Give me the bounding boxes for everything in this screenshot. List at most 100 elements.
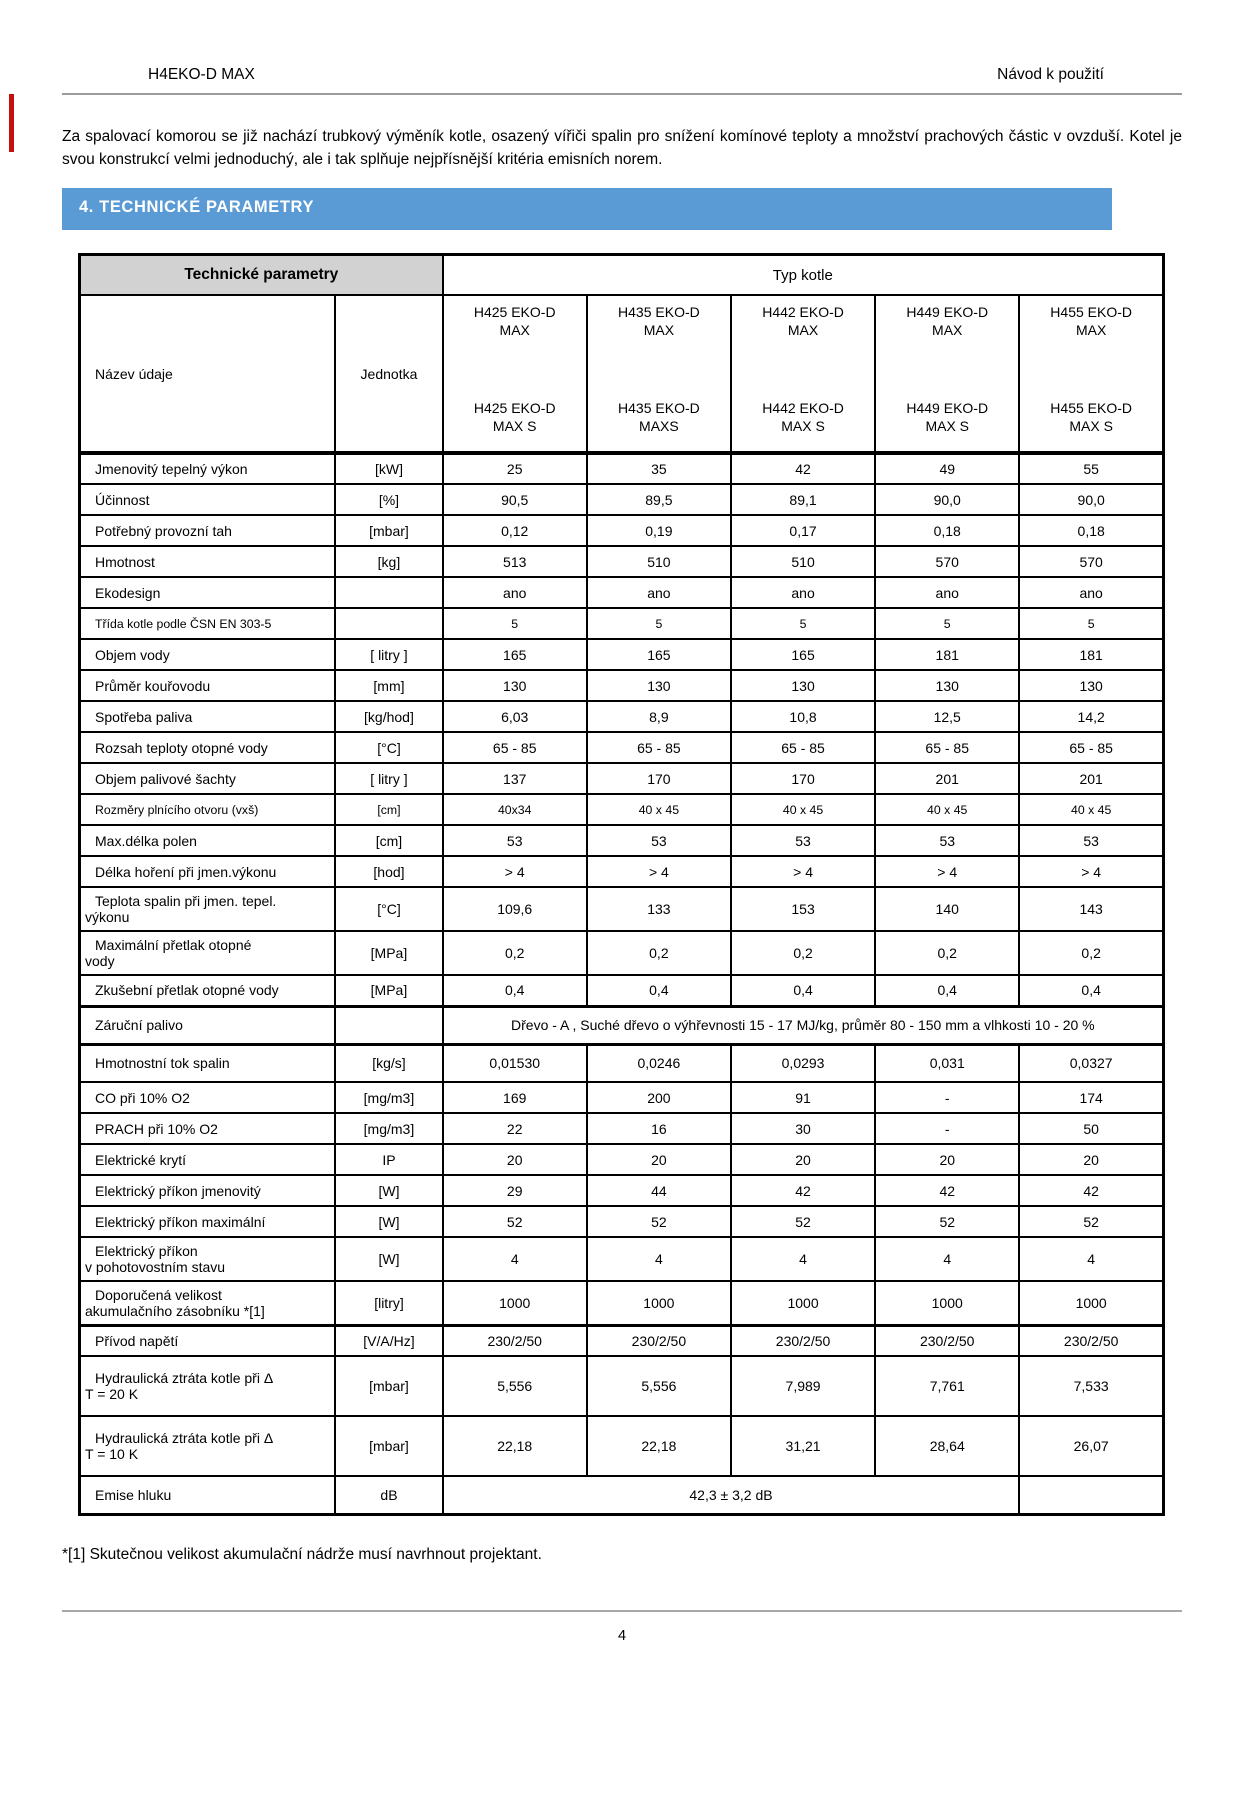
row-value: 52 [585,1205,732,1238]
row-value: 1000 [1018,1280,1165,1326]
row-label: Délka hoření při jmen.výkonu [78,855,337,888]
row-value: 42 [1018,1174,1165,1207]
row-value: 181 [874,638,1021,671]
row-value: 26,07 [1018,1415,1165,1477]
intro-paragraph: Za spalovací komorou se již nachází trub… [62,128,1182,168]
row-value: 0,2 [441,930,588,976]
row-value: ano [1018,576,1165,609]
row-span-value: 42,3 ± 3,2 dB [441,1475,1021,1515]
row-unit: [litry] [334,1280,444,1326]
row-value: 8,9 [585,700,732,733]
row-value: ano [585,576,732,609]
row-value: 53 [441,824,588,857]
model-name-line: MAX S [1069,418,1113,434]
row-unit: [MPa] [334,930,444,976]
model-name-line: H442 EKO-D [762,304,844,320]
row-label-text: Spotřeba paliva [95,708,193,725]
row-value: 165 [441,638,588,671]
row-label: Teplota spalin při jmen. tepel. výkonu [78,886,337,932]
row-value: 30 [729,1112,877,1145]
row-value: 16 [585,1112,732,1145]
table-row: Průměr kouřovodu [mm] 130 130 130 130 130 [78,669,1165,702]
row-value: 42 [874,1174,1021,1207]
row-label-text: Délka hoření při jmen.výkonu [95,863,277,880]
row-label-text: Hmotnostní tok spalin [95,1055,230,1072]
row-value: 7,761 [874,1355,1021,1417]
row-value: 0,031 [874,1043,1021,1083]
row-label-line: Doporučená velikost [95,1286,222,1303]
row-unit: [%] [334,483,444,516]
corner-header-cell: Technické parametry [78,253,444,296]
row-value: 22 [441,1112,588,1145]
header-document-title: H4EKO-D MAX [148,66,255,83]
row-unit: [W] [334,1174,444,1207]
row-value: 174 [1018,1081,1165,1114]
table-row: PRACH při 10% O2 [mg/m3] 22 16 30-50 [78,1112,1165,1145]
row-label-text: PRACH při 10% O2 [95,1120,218,1137]
row-value: 109,6 [441,886,588,932]
row-value: 20 [1018,1143,1165,1176]
row-value: 1000 [874,1280,1021,1326]
row-unit: [MPa] [334,974,444,1007]
row-value: > 4 [729,855,877,888]
row-value: 153 [729,886,877,932]
model-name-line: MAX [643,322,675,338]
row-value: 52 [729,1205,877,1238]
row-value: 570 [1018,545,1165,578]
row-value: 0,12 [441,514,588,547]
row-value: 133 [585,886,732,932]
table-row: Hmotnostní tok spalin [kg/s] 0,01530 0,0246… [78,1043,1165,1083]
table-row: Elektrický příkon v pohotovostním stavu [W… [78,1236,1165,1282]
unit-column-header: Jednotka [334,294,444,455]
row-label-line: Hydraulická ztráta kotle při Δ [95,1430,274,1446]
row-value: 0,4 [1018,974,1165,1007]
row-value: 130 [874,669,1021,702]
row-label: Elektrické krytí [78,1143,337,1176]
row-value: 0,0246 [585,1043,732,1083]
row-value: 0,18 [1018,514,1165,547]
row-value: 181 [1018,638,1165,671]
row-value: 143 [1018,886,1165,932]
table-row: Elektrické krytí IP 20 20 20 20 20 [78,1143,1165,1176]
row-value: 513 [441,545,588,578]
row-label: Objem vody [78,638,337,671]
row-label: Spotřeba paliva [78,700,337,733]
row-unit: [W] [334,1236,444,1282]
row-unit: [cm] [334,824,444,857]
row-label-text: Hmotnost [95,553,155,570]
model-header-cell: H449 EKO-D MAX H449 EKO-D MAX S [874,294,1021,455]
row-label-text: CO při 10% O2 [95,1089,190,1106]
row-value: 90,0 [1018,483,1165,516]
row-value: 0,0293 [729,1043,877,1083]
row-label-text: Průměr kouřovodu [95,677,211,694]
row-value: 7,533 [1018,1355,1165,1417]
table-row: Rozměry plnícího otvoru (vxš) [cm] 40x34 40… [78,793,1165,826]
row-value: 40 x 45 [1018,793,1165,826]
row-unit: dB [334,1475,444,1515]
table-row: Ekodesign ano ano ano ano ano [78,576,1165,609]
row-value: 65 - 85 [729,731,877,764]
row-label-text: Rozměry plnícího otvoru (vxš) [95,802,259,817]
row-value: 5 [441,607,588,640]
row-label: Rozměry plnícího otvoru (vxš) [78,793,337,826]
table-header-row-2: Název údaje Jednotka H425 EKO-D MAX H425 E… [78,294,1165,455]
row-value: 91 [729,1081,877,1114]
model-name-line: MAX S [925,418,970,434]
row-value: 65 - 85 [1018,731,1165,764]
row-label: Maximální přetlak otopné vody [78,930,337,976]
row-value: 4 [585,1236,732,1282]
row-value: 52 [874,1205,1021,1238]
row-value: 130 [441,669,588,702]
row-value: - [874,1081,1021,1114]
row-value: 137 [441,762,588,795]
model-name-line: H449 EKO-D [906,304,989,320]
row-value: 0,0327 [1018,1043,1165,1083]
row-value: 22,18 [441,1415,588,1477]
row-value: 165 [729,638,877,671]
table-row: Zkušební přetlak otopné vody [MPa] 0,4 0,4 0… [78,974,1165,1007]
row-value: 130 [729,669,877,702]
row-value: 40 x 45 [874,793,1021,826]
row-label: Potřebný provozní tah [78,514,337,547]
